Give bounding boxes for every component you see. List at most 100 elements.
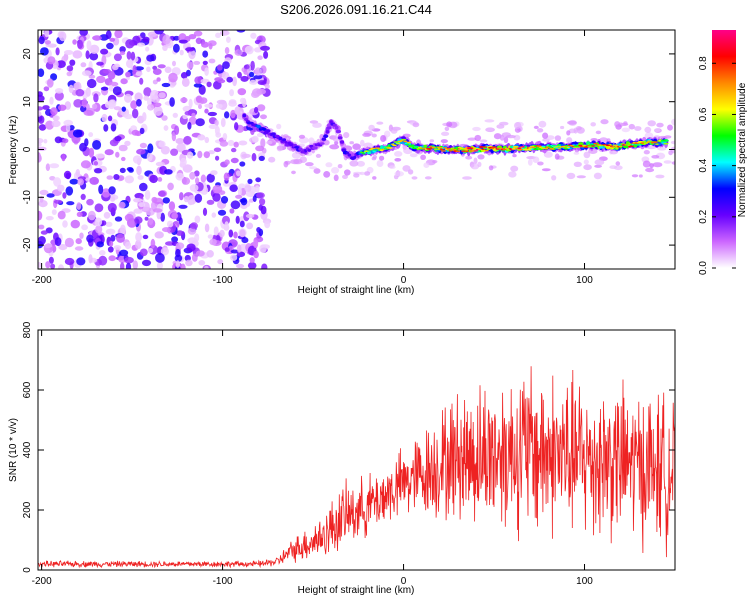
spectrogram-cell <box>215 32 221 38</box>
spectrogram-cell <box>98 184 104 195</box>
spectrogram-ridge-cell <box>633 144 638 148</box>
spectrogram-cell <box>188 34 197 40</box>
spectrogram-cell <box>485 127 494 132</box>
spectrogram-cell <box>473 157 478 165</box>
spectrogram-cell <box>254 106 259 114</box>
spectrogram-cell <box>222 133 228 141</box>
spectrogram-cell <box>136 99 142 107</box>
spectrogram-cell <box>136 165 142 176</box>
spectrogram-cell <box>609 165 617 170</box>
colorbar-tick-label: 0.4 <box>698 158 709 172</box>
colorbar-tick-label: 0.0 <box>698 261 709 275</box>
spectrogram-cell <box>402 165 411 172</box>
spectrogram-cell <box>232 76 238 87</box>
spectrogram-cell <box>152 102 162 108</box>
spectrogram-cell <box>214 119 219 127</box>
spectrogram-cell <box>109 37 116 42</box>
spectrogram-cell <box>142 112 147 122</box>
spectrogram-cell <box>62 138 69 144</box>
spectrogram-cell <box>394 151 403 157</box>
spectrogram-cell <box>150 238 156 249</box>
spectrogram-cell <box>527 158 533 166</box>
spectrogram-cell <box>54 91 64 101</box>
spectrogram-cell <box>349 141 355 145</box>
spectrogram-cell <box>68 84 74 94</box>
spectrogram-cell <box>38 224 45 230</box>
spectrogram-ridge-cell <box>663 142 669 145</box>
spectrogram-cell <box>488 165 494 171</box>
spectrogram-cell <box>103 211 111 219</box>
spectrogram-cell <box>573 161 582 167</box>
spectrogram-cell <box>493 133 502 140</box>
spectrogram-cell <box>532 156 540 163</box>
y-tick-label: -20 <box>22 237 33 252</box>
spectrogram-cell <box>143 87 152 97</box>
spectrogram-cell <box>573 151 580 155</box>
spectrogram-cell <box>76 257 86 266</box>
spectrogram-cell <box>139 142 147 149</box>
spectrogram-cell <box>50 73 58 81</box>
spectrogram-cell <box>254 185 260 193</box>
spectrogram-cell <box>139 182 148 192</box>
spectrogram-cell <box>541 168 551 172</box>
spectrogram-cell <box>113 174 120 180</box>
spectrogram-cell <box>139 248 148 257</box>
spectrogram-cell <box>209 238 217 246</box>
spectrogram-cell <box>372 176 377 180</box>
spectrogram-ridge-cell <box>528 147 533 150</box>
spectrogram-cell <box>323 171 331 178</box>
spectrogram-ridge-cell <box>461 150 466 152</box>
spectrogram-cell <box>139 77 144 85</box>
spectrogram-cell <box>514 122 522 129</box>
spectrogram-cell <box>231 147 237 153</box>
spectrogram-ridge-cell <box>359 151 364 154</box>
spectrogram-cell <box>166 220 174 228</box>
snr-ticks: -200 -100 0 100 0 200 400 600 800 <box>22 321 675 587</box>
spectrogram-cell <box>228 100 237 107</box>
spectrogram-cell <box>120 262 125 269</box>
spectrogram-cell <box>227 139 235 147</box>
spectrogram-cell <box>96 61 104 66</box>
spectrogram-cell <box>114 216 123 222</box>
spectrogram-cell <box>51 120 61 128</box>
spectrogram-cell <box>276 123 282 130</box>
spectrogram-ridge-cell <box>629 145 634 147</box>
spectrogram-cell <box>193 83 203 88</box>
spectrogram-cell <box>114 135 122 142</box>
colorbar-tick-label: 0.8 <box>698 56 709 70</box>
spectrogram-cell <box>184 111 193 116</box>
spectrogram-cell <box>615 161 621 166</box>
spectrogram-cell <box>652 162 663 168</box>
spectrogram-cell <box>204 136 210 144</box>
spectrogram-cell <box>49 96 54 105</box>
spectrogram-cell <box>538 120 547 128</box>
spectrogram-cell <box>38 115 45 124</box>
spectrogram-cell <box>594 164 602 168</box>
spectrogram-cell <box>125 39 135 49</box>
spectrogram-cell <box>170 148 179 156</box>
spectrogram-cell <box>92 140 102 150</box>
spectrogram-cell <box>89 52 99 61</box>
spectrogram-cell <box>38 262 42 268</box>
spectrogram-cell <box>212 184 223 194</box>
spectrogram-cell <box>249 257 255 264</box>
spectrogram-cell <box>146 66 151 73</box>
spectrogram-cell <box>224 247 230 252</box>
spectrogram-cell <box>219 140 229 147</box>
spectrogram-cell <box>59 31 67 42</box>
colorbar-tick-label: 0.6 <box>698 107 709 121</box>
spectrogram-cell <box>81 98 88 108</box>
spectrogram-cell <box>172 112 178 118</box>
spectrogram-cell <box>250 60 255 71</box>
spectrogram-cell <box>194 233 200 242</box>
spectrogram-ridge-cell <box>637 140 644 143</box>
spectrogram-cell <box>654 128 661 133</box>
spectrogram-cell <box>147 143 154 154</box>
spectrogram-cell <box>63 170 72 179</box>
spectrogram-cell <box>173 43 180 53</box>
spectrogram-cell <box>132 65 137 75</box>
spectrogram-cell <box>224 47 230 55</box>
spectrogram-cell <box>501 132 511 138</box>
spectrogram-cell <box>215 103 223 109</box>
spectrogram-cell <box>116 233 125 243</box>
